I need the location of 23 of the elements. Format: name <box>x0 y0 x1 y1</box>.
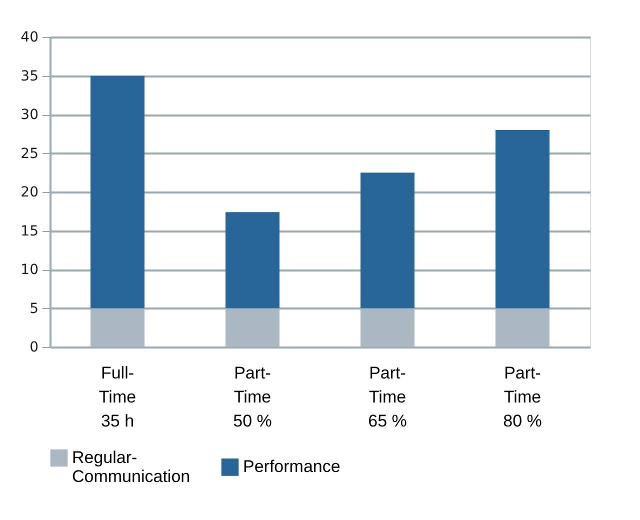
y-tick-label: 10 <box>20 262 38 278</box>
bar <box>90 76 144 308</box>
y-tick-label: 5 <box>30 300 38 317</box>
y-tick-label: 30 <box>20 107 38 123</box>
y-tick-label: 20 <box>20 184 38 200</box>
bar <box>360 172 414 308</box>
bar <box>496 308 550 347</box>
y-tick-label: 15 <box>20 223 38 240</box>
bar <box>226 212 280 308</box>
y-tick-label: 35 <box>20 68 38 84</box>
x-tick-label: Full- Time 35 h <box>98 364 136 430</box>
legend-label: Regular- Communication <box>72 448 190 486</box>
y-tick-label: 25 <box>20 146 38 162</box>
x-tick-label: Part- Time 80 % <box>503 364 542 430</box>
bar <box>360 308 414 347</box>
bar <box>496 130 550 308</box>
bar <box>226 308 280 347</box>
legend-label: Performance <box>243 457 340 476</box>
x-tick-label: Part- Time 65 % <box>368 364 407 430</box>
x-tick-label: Part- Time 50 % <box>233 364 272 430</box>
y-tick-label: 40 <box>20 30 38 46</box>
bar <box>90 308 144 347</box>
y-tick-label: 0 <box>30 340 38 356</box>
